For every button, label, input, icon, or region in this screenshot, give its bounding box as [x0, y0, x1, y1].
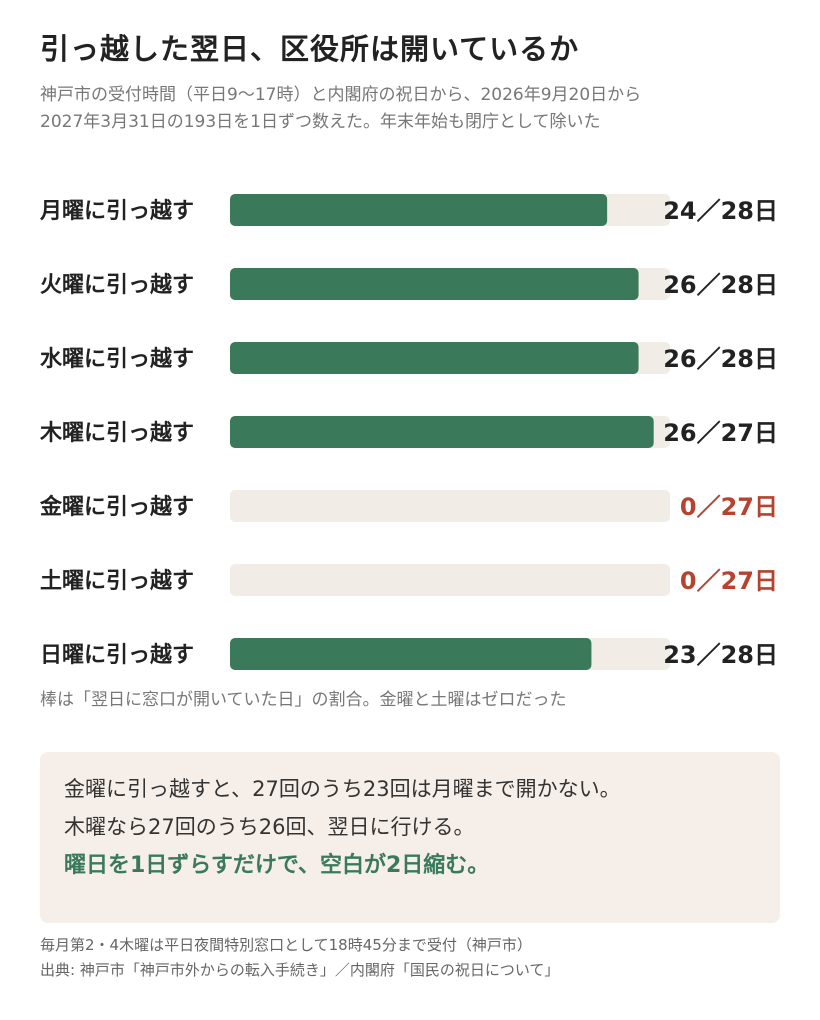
chart-title: 引っ越した翌日、区役所は開いているか: [40, 32, 580, 66]
value-label: 26／27日: [663, 419, 778, 447]
footnotes: 毎月第2・4木曜は平日夜間特別窓口として18時45分まで受付（神戸市） 出典: …: [40, 933, 559, 983]
bar-note: 棒は「翌日に窓口が開いていた日」の割合。金曜と土曜はゼロだった: [40, 690, 567, 710]
chart-subtitle: 神戸市の受付時間（平日9〜17時）と内閣府の祝日から、2026年9月20日から …: [40, 82, 641, 136]
value-label: 26／28日: [663, 271, 778, 299]
bar: [230, 638, 592, 670]
value-label: 24／28日: [663, 197, 778, 225]
bar-track: [230, 490, 670, 522]
bar-track: [230, 564, 670, 596]
value-label: 23／28日: [663, 641, 778, 669]
callout-highlight: 曜日を1日ずらすだけで、空白が2日縮む。: [64, 853, 490, 878]
footnote-line-1: 毎月第2・4木曜は平日夜間特別窓口として18時45分まで受付（神戸市）: [40, 936, 532, 954]
bar: [230, 194, 608, 226]
bar: [230, 268, 639, 300]
callout-line-2: 木曜なら27回のうち26回、翌日に行ける。: [64, 815, 475, 839]
category-label: 日曜に引っ越す: [40, 643, 194, 668]
subtitle-line-1: 神戸市の受付時間（平日9〜17時）と内閣府の祝日から、2026年9月20日から: [40, 85, 642, 105]
bar: [230, 342, 639, 374]
value-label: 0／27日: [680, 493, 778, 521]
value-label: 26／28日: [663, 345, 778, 373]
callout-box: 金曜に引っ越すと、27回のうち23回は月曜まで開かない。 木曜なら27回のうち2…: [40, 752, 780, 923]
category-label: 火曜に引っ越す: [40, 273, 194, 298]
source-note: 出典: 神戸市「神戸市外からの転入手続き」／内閣府「国民の祝日について」: [40, 961, 560, 979]
category-label: 木曜に引っ越す: [39, 421, 194, 446]
value-label: 0／27日: [680, 567, 778, 595]
subtitle-line-2: 2027年3月31日の193日を1日ずつ数えた。年末年始も閉庁として除いた: [40, 112, 601, 132]
bar: [230, 416, 654, 448]
category-label: 月曜に引っ越す: [39, 199, 194, 224]
category-label: 土曜に引っ越す: [40, 569, 194, 594]
category-label: 金曜に引っ越す: [39, 494, 194, 520]
callout-line-1: 金曜に引っ越すと、27回のうち23回は月曜まで開かない。: [64, 777, 621, 801]
category-label: 水曜に引っ越す: [40, 347, 194, 372]
